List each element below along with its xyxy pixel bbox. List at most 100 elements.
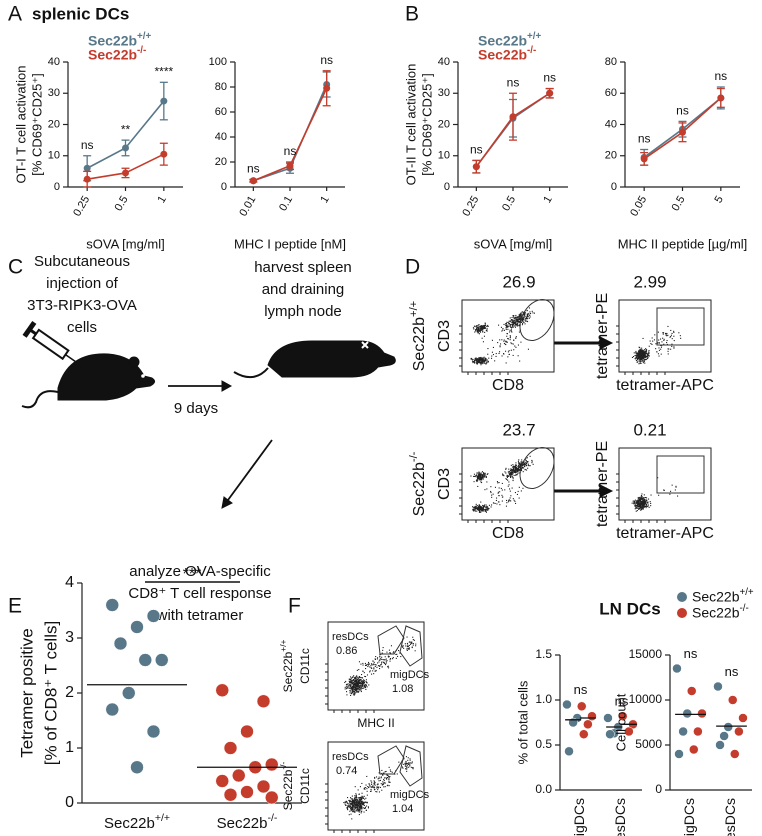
flow-event <box>661 354 662 355</box>
flow-event <box>513 340 514 341</box>
flow-event <box>503 341 504 342</box>
flow-event <box>366 681 367 682</box>
flow-event <box>521 459 522 460</box>
flow-event <box>379 780 380 781</box>
flow-event <box>349 804 350 805</box>
flow-event <box>638 500 639 501</box>
gate-value: 26.9 <box>502 272 535 291</box>
flow-event <box>383 779 384 780</box>
flow-event <box>512 488 513 489</box>
flow-event <box>498 492 499 493</box>
flow-event <box>532 312 533 313</box>
flow-event <box>513 477 514 478</box>
flow-event <box>508 351 509 352</box>
point <box>323 85 330 92</box>
flow-event <box>360 664 361 665</box>
flow-event <box>413 768 414 769</box>
flow-event <box>481 507 482 508</box>
flow-event <box>392 658 393 659</box>
mouse-tail <box>22 391 58 407</box>
flow-event <box>479 326 480 327</box>
y-axis-title: [% CD69⁺CD25⁺] <box>29 73 44 176</box>
flow-event <box>478 361 479 362</box>
y-axis-title: Cell count <box>613 693 628 751</box>
y-tick-label: 10 <box>48 150 60 162</box>
step-text: CD8⁺ T cell response <box>128 585 271 602</box>
flow-event <box>350 686 351 687</box>
flow-event <box>406 767 407 768</box>
flow-event <box>363 671 364 672</box>
flow-event <box>487 354 488 355</box>
flow-event <box>659 350 660 351</box>
flow-event <box>356 810 357 811</box>
flow-event <box>487 510 488 511</box>
flow-event <box>635 352 636 353</box>
flow-event <box>386 652 387 653</box>
flow-event <box>409 765 410 766</box>
flow-event <box>484 325 485 326</box>
flow-event <box>502 490 503 491</box>
flow-event <box>383 773 384 774</box>
flow-event <box>472 362 473 363</box>
flow-event <box>484 474 485 475</box>
flow-event <box>654 339 655 340</box>
flow-event <box>485 510 486 511</box>
flow-event <box>530 313 531 314</box>
flow-event <box>479 328 480 329</box>
flow-event <box>476 474 477 475</box>
flow-event <box>506 324 507 325</box>
flow-event <box>515 462 516 463</box>
flow-event <box>478 472 479 473</box>
flow-event <box>354 798 355 799</box>
flow-event <box>357 686 358 687</box>
x-tick-label: 1 <box>155 194 168 205</box>
flow-event <box>493 347 494 348</box>
flow-event <box>643 356 644 357</box>
flow-event <box>364 685 365 686</box>
flow-event <box>513 344 514 345</box>
flow-event <box>491 356 492 357</box>
flow-event <box>361 801 362 802</box>
flow-event <box>504 489 505 490</box>
flow-event <box>364 687 365 688</box>
row-label: Sec22b+/+ <box>408 301 428 371</box>
panel-label: E <box>8 595 22 618</box>
flow-event <box>637 358 638 359</box>
flow-event <box>510 497 511 498</box>
flow-event <box>349 679 350 680</box>
flow-event <box>506 468 507 469</box>
flow-event <box>519 464 520 465</box>
flow-event <box>483 328 484 329</box>
flow-event <box>673 336 674 337</box>
flow-event <box>374 781 375 782</box>
flow-event <box>376 664 377 665</box>
flow-event <box>509 321 510 322</box>
flow-event <box>370 665 371 666</box>
flow-event <box>675 489 676 490</box>
flow-event <box>636 511 637 512</box>
flow-event <box>366 785 367 786</box>
flow-event <box>489 505 490 506</box>
point <box>216 684 229 697</box>
step-text: with tetramer <box>156 607 244 624</box>
flow-event <box>513 316 514 317</box>
flow-event <box>510 500 511 501</box>
flow-event <box>651 495 652 496</box>
flow-event <box>644 501 645 502</box>
flow-event <box>356 682 357 683</box>
flow-event <box>484 505 485 506</box>
flow-event <box>481 508 482 509</box>
flow-event <box>363 679 364 680</box>
flow-event <box>655 348 656 349</box>
flow-event <box>482 471 483 472</box>
flow-event <box>402 646 403 647</box>
flow-event <box>485 325 486 326</box>
flow-event <box>368 783 369 784</box>
flow-event <box>640 499 641 500</box>
point <box>241 786 254 799</box>
flow-event <box>385 777 386 778</box>
flow-event <box>480 512 481 513</box>
flow-event <box>501 331 502 332</box>
flow-event <box>637 352 638 353</box>
flow-event <box>481 479 482 480</box>
